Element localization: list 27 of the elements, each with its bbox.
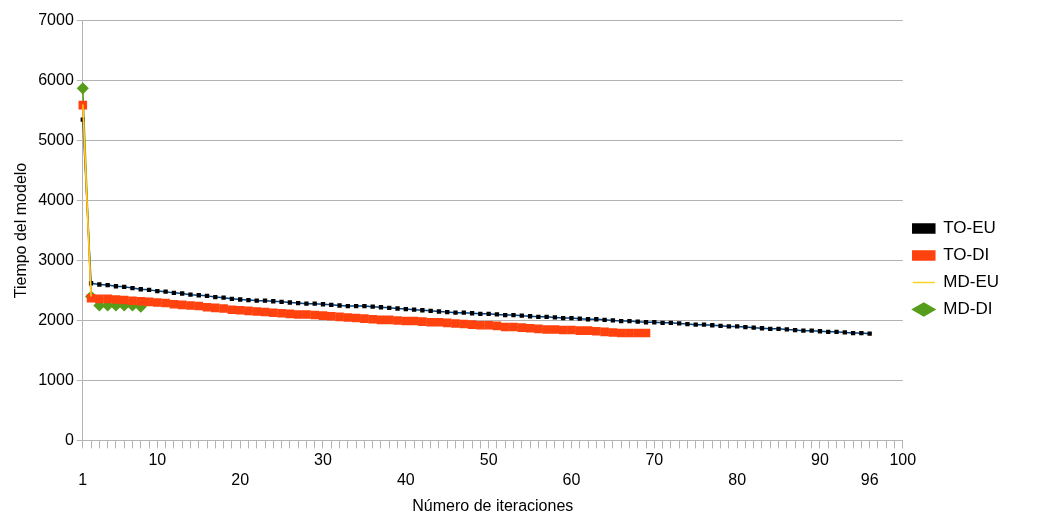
y-tick-label: 1000: [38, 370, 74, 388]
y-tick-label: 7000: [38, 11, 74, 29]
x-tick-label: 100: [889, 451, 917, 469]
legend-label: TO-DI: [943, 245, 990, 265]
x-tick-label: 96: [860, 470, 879, 488]
legend-label: MD-DI: [943, 299, 993, 319]
y-tick-label: 3000: [38, 250, 74, 268]
x-tick-label: 60: [562, 470, 581, 488]
legend-label: TO-EU: [943, 218, 996, 238]
x-tick-label: 1: [78, 470, 88, 488]
legend-label: MD-EU: [943, 272, 999, 292]
y-tick-label: 4000: [38, 190, 74, 208]
x-tick-label: 40: [396, 470, 415, 488]
x-tick-label: 20: [231, 470, 250, 488]
x-tick-label: 70: [645, 451, 664, 469]
x-tick-label: 10: [148, 451, 167, 469]
x-tick-label: 80: [728, 470, 747, 488]
x-tick-label: 90: [811, 451, 829, 469]
y-tick-label: 6000: [38, 70, 74, 88]
x-tick-label: 30: [314, 451, 332, 469]
y-tick-label: 0: [64, 430, 74, 448]
point: [77, 82, 89, 95]
y-tick-label: 5000: [38, 130, 74, 148]
x-axis-title: Número de iteraciones: [412, 496, 574, 514]
y-axis-title: Tiempo del modelo: [12, 162, 30, 299]
y-tick-label: 2000: [38, 310, 74, 328]
x-tick-label: 50: [479, 451, 498, 469]
